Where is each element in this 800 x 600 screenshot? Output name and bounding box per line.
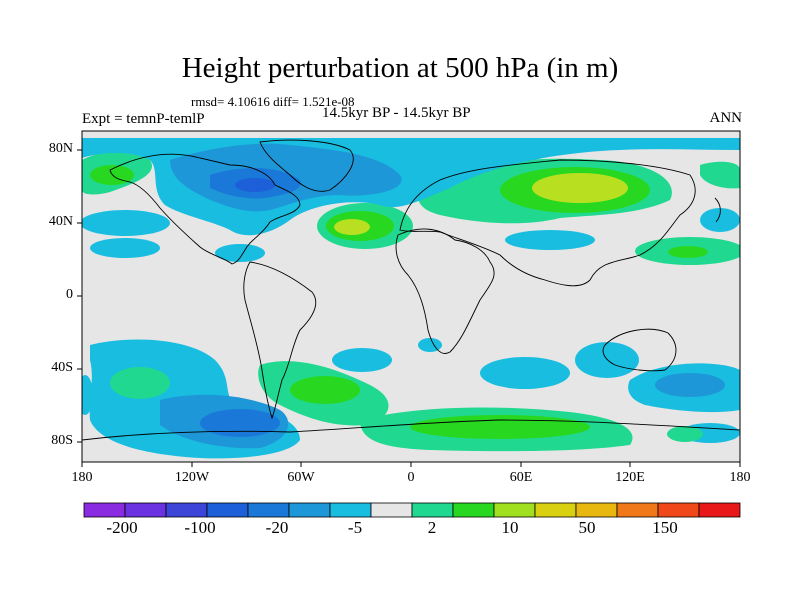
contour-indian-east-neg <box>575 342 639 378</box>
lon-label: 0 <box>407 470 415 485</box>
colorbar-swatch <box>411 502 454 518</box>
contour-subtropical-pacific-pos-core <box>668 246 708 258</box>
colorbar-swatch <box>493 502 536 518</box>
colorbar-label: -20 <box>265 518 289 537</box>
season-label: ANN <box>709 110 743 126</box>
antarctica-outline <box>82 419 740 441</box>
lon-label: 120E <box>615 470 645 485</box>
contour-pacific-neg <box>82 210 170 236</box>
colorbar-swatch <box>370 502 413 518</box>
lon-label: 60E <box>509 470 533 485</box>
contour-southern-ocean-pos-core <box>410 415 590 439</box>
colorbar-label: -100 <box>184 518 216 537</box>
colorbar-swatch <box>698 502 741 518</box>
contour-pacific-sh-pos <box>110 367 170 399</box>
rmsd-stats: rmsd= 4.10616 diff= 1.521e-08 <box>191 94 355 109</box>
colorbar-swatch <box>575 502 618 518</box>
colorbar-swatch <box>616 502 659 518</box>
australia-outline <box>602 328 677 372</box>
contour-asia-neg <box>505 230 595 250</box>
colorbar-swatch <box>83 502 126 518</box>
subtitle: 14.5kyr BP - 14.5kyr BP <box>322 105 471 121</box>
africa-outline <box>395 228 495 354</box>
colorbar-swatch <box>534 502 577 518</box>
south-america-outline <box>243 261 317 420</box>
coastlines <box>82 139 740 441</box>
colorbar-label: -5 <box>347 518 363 537</box>
contour-sa-small-neg <box>418 338 442 352</box>
contour-pacific-neg-south <box>90 238 160 258</box>
colorbar-label: 50 <box>578 518 596 537</box>
contour-greenland-neg-core <box>235 178 275 192</box>
lon-label: 180 <box>71 470 93 485</box>
height-field <box>82 131 740 462</box>
colorbar-label: 150 <box>652 518 678 537</box>
contour-ross-pos <box>667 426 703 442</box>
lon-label: 60W <box>287 470 315 485</box>
colorbar-swatch <box>657 502 700 518</box>
plot-title: Height perturbation at 500 hPa (in m) <box>181 52 619 84</box>
contour-ne-pacific-neg <box>700 208 740 232</box>
eurasia-outline <box>399 159 696 287</box>
colorbar-swatch <box>288 502 331 518</box>
contour-sw-pacific-neg-core <box>655 373 725 397</box>
colorbar-swatch <box>329 502 372 518</box>
lon-label: 120W <box>174 470 210 485</box>
colorbar-swatch <box>206 502 249 518</box>
contour-south-atlantic-neg <box>332 348 392 372</box>
colorbar <box>83 502 741 518</box>
contour-atlantic-pos-core <box>334 219 370 235</box>
lat-label: 80S <box>51 433 73 448</box>
japan-outline <box>714 197 721 223</box>
contour-eurasia-pos-core <box>532 173 628 203</box>
experiment-label: Expt = temnP-temlP <box>82 111 205 127</box>
lat-label: 80N <box>48 141 73 156</box>
colorbar-label: 10 <box>501 518 519 537</box>
contour-nh-pacific-pos-core <box>90 165 134 185</box>
lat-label: 40N <box>48 214 73 229</box>
contour-nw-pacific-pos <box>700 161 740 189</box>
lat-label: 40S <box>51 360 73 375</box>
contour-indian-neg <box>480 357 570 389</box>
contour-south-america-pos-core <box>290 376 360 404</box>
colorbar-swatch <box>124 502 167 518</box>
axis-ticks <box>77 149 741 467</box>
greenland-outline <box>259 139 354 192</box>
lat-label: 0 <box>66 287 73 302</box>
north-america-outline <box>109 153 301 265</box>
lon-label: 180 <box>729 470 751 485</box>
colorbar-swatch <box>247 502 290 518</box>
colorbar-swatch <box>452 502 495 518</box>
colorbar-label: 2 <box>427 518 437 537</box>
colorbar-swatch <box>165 502 208 518</box>
colorbar-label: -200 <box>106 518 138 537</box>
contour-se-pacific-neg-strong <box>200 409 280 437</box>
contour-dateline-neg <box>82 375 93 415</box>
contour-caribbean-neg <box>215 244 265 262</box>
